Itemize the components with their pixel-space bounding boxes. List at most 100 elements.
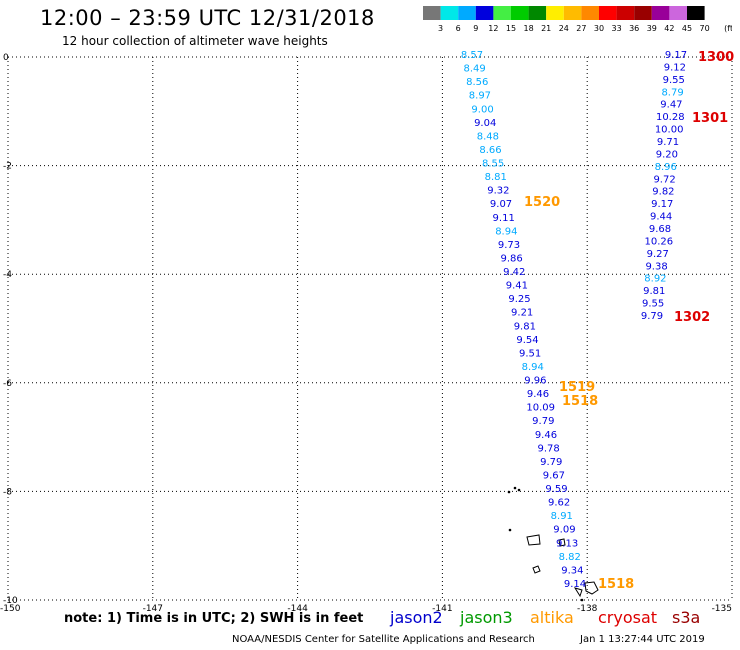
track-b: 9.179.129.558.799.4710.2810.009.719.208.… bbox=[641, 50, 687, 322]
satellite-label-altika: altika bbox=[530, 608, 574, 627]
island bbox=[517, 488, 521, 492]
swh-value: 9.79 bbox=[532, 416, 554, 427]
note-text: note: 1) Time is in UTC; 2) SWH is in fe… bbox=[64, 611, 364, 626]
legend-label: 27 bbox=[576, 24, 586, 33]
swh-value: 8.94 bbox=[495, 226, 517, 237]
legend-swatch bbox=[440, 6, 459, 20]
swh-value: 9.09 bbox=[553, 525, 575, 536]
swh-value: 9.54 bbox=[516, 335, 538, 346]
time-label: 1518 bbox=[598, 577, 634, 592]
grid bbox=[7, 56, 733, 601]
legend-swatch bbox=[651, 6, 670, 20]
swh-value: 9.81 bbox=[643, 286, 665, 297]
swh-value: 9.46 bbox=[535, 430, 557, 441]
island bbox=[508, 528, 512, 532]
legend-label: (ft) bbox=[724, 24, 732, 33]
swh-value: 9.51 bbox=[519, 348, 541, 359]
swh-value: 9.72 bbox=[653, 174, 675, 185]
legend-label: 21 bbox=[541, 24, 551, 33]
swh-value: 9.32 bbox=[487, 186, 509, 197]
track-a: 8.57 8.49 8.56 8.97 9.00 9.04 8.48 8.66 8.55 8.81… bbox=[461, 50, 586, 590]
lat-tick-label: -4 bbox=[3, 270, 12, 280]
swh-value: 8.91 bbox=[551, 511, 573, 522]
swh-value: 8.97 bbox=[469, 91, 491, 102]
swh-value: 9.38 bbox=[645, 261, 667, 272]
swh-value: 8.48 bbox=[477, 131, 499, 142]
swh-value: 9.96 bbox=[524, 376, 546, 387]
swh-value: 9.68 bbox=[649, 224, 671, 235]
lat-tick-label: 0 bbox=[3, 53, 9, 63]
legend-label: 45 bbox=[682, 24, 692, 33]
island bbox=[558, 538, 566, 547]
swh-value: 9.17 bbox=[665, 50, 687, 61]
swh-value: 8.56 bbox=[466, 77, 488, 88]
swh-value: 9.00 bbox=[471, 104, 493, 115]
island bbox=[513, 486, 517, 490]
legend-swatch bbox=[493, 6, 511, 20]
legend-swatch bbox=[581, 6, 599, 20]
legend-label: 9 bbox=[473, 24, 478, 33]
time-label: 1302 bbox=[674, 310, 710, 325]
island bbox=[507, 490, 511, 494]
legend-label: 42 bbox=[664, 24, 674, 33]
legend-swatch bbox=[616, 6, 635, 20]
swh-value: 9.44 bbox=[650, 212, 672, 223]
swh-value: 10.28 bbox=[656, 112, 685, 123]
lon-tick-label: -138 bbox=[577, 604, 598, 614]
legend-swatch bbox=[475, 6, 494, 20]
swh-value: 9.47 bbox=[660, 100, 682, 111]
lon-tick-label: -141 bbox=[432, 604, 452, 614]
swh-value: 9.20 bbox=[656, 149, 678, 160]
swh-value: 9.82 bbox=[652, 187, 674, 198]
page-subtitle: 12 hour collection of altimeter wave hei… bbox=[62, 34, 328, 48]
page-title: 12:00 – 23:59 UTC 12/31/2018 bbox=[40, 6, 375, 30]
swh-value: 9.73 bbox=[498, 240, 520, 251]
swh-value: 9.12 bbox=[664, 62, 686, 73]
swh-value: 8.55 bbox=[482, 159, 504, 170]
legend-label: 30 bbox=[594, 24, 604, 33]
swh-value: 9.86 bbox=[500, 253, 522, 264]
legend-swatch bbox=[528, 6, 547, 20]
legend-label: 12 bbox=[488, 24, 498, 33]
legend-swatch bbox=[669, 6, 687, 20]
swh-value: 8.96 bbox=[655, 162, 677, 173]
legend-label: 3 bbox=[438, 24, 443, 33]
swh-value: 9.17 bbox=[651, 199, 673, 210]
lat-tick-label: -8 bbox=[3, 487, 12, 497]
land bbox=[507, 486, 599, 602]
swh-value: 9.62 bbox=[548, 498, 570, 509]
lat-tick-label: -6 bbox=[3, 379, 12, 389]
swh-value: 10.09 bbox=[526, 403, 555, 414]
swh-value: 9.11 bbox=[493, 213, 515, 224]
swh-value: 8.94 bbox=[522, 362, 544, 373]
swh-value: 8.66 bbox=[479, 145, 501, 156]
satellite-label-jason2: jason2 bbox=[390, 608, 443, 627]
swh-value: 9.27 bbox=[647, 249, 669, 260]
legend-swatch bbox=[423, 6, 441, 20]
island bbox=[573, 587, 583, 598]
swh-value: 9.67 bbox=[543, 470, 565, 481]
swh-value: 10.26 bbox=[645, 236, 674, 247]
island bbox=[532, 565, 541, 574]
time-label: 1520 bbox=[524, 195, 560, 210]
swh-value: 8.49 bbox=[464, 64, 486, 75]
legend-swatch bbox=[634, 6, 652, 20]
lon-tick-label: -150 bbox=[0, 604, 21, 614]
swh-value: 8.79 bbox=[661, 87, 683, 98]
lon-tick-label: -144 bbox=[287, 604, 308, 614]
swh-value: 9.34 bbox=[561, 565, 583, 576]
legend-swatch bbox=[563, 6, 582, 20]
swh-value: 9.41 bbox=[506, 281, 528, 292]
swh-value: 10.00 bbox=[655, 125, 684, 136]
swh-value: 9.04 bbox=[474, 118, 496, 129]
legend-label: 33 bbox=[612, 24, 622, 33]
legend-swatch bbox=[599, 6, 617, 20]
legend-label: 39 bbox=[647, 24, 657, 33]
legend-swatch bbox=[546, 6, 564, 20]
swh-value: 9.13 bbox=[556, 538, 578, 549]
swh-value: 9.81 bbox=[514, 321, 536, 332]
satellite-label-cryosat: cryosat bbox=[598, 608, 658, 627]
swh-value: 9.55 bbox=[642, 299, 664, 310]
time-label: 1301 bbox=[692, 111, 728, 126]
